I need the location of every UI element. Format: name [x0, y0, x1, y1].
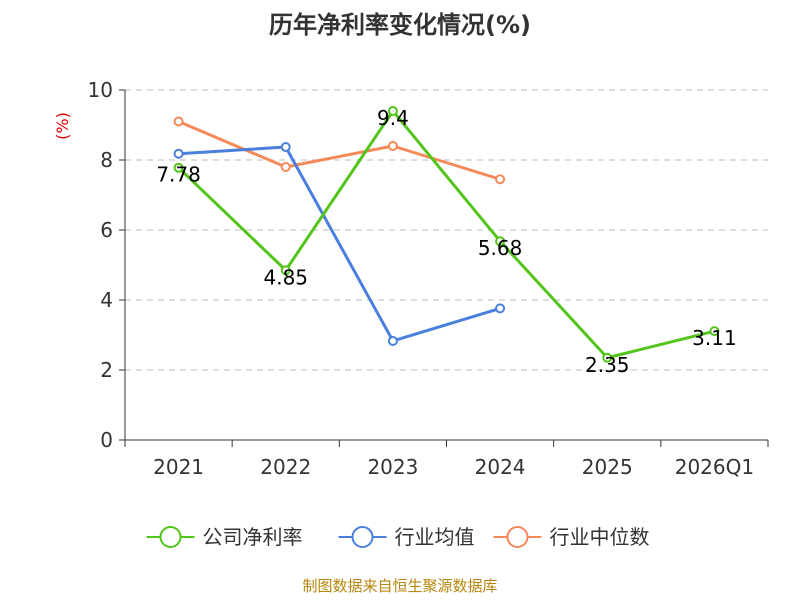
data-labels: 7.78 4.85 9.4 5.68 2.35 3.11	[156, 106, 736, 377]
chart-title: 历年净利率变化情况(%)	[269, 11, 531, 39]
data-point	[495, 236, 506, 247]
data-point	[280, 142, 291, 153]
x-tick-label: 2021	[153, 455, 204, 479]
data-point	[495, 174, 506, 185]
series-line-1	[178, 145, 501, 343]
legend-item-2[interactable]: 行业中位数	[493, 525, 650, 549]
x-tick-label: 2024	[475, 455, 526, 479]
y-tick-label: 8	[100, 148, 113, 172]
y-axis-label: (%)	[53, 112, 72, 140]
data-point	[280, 162, 291, 172]
y-tick-label: 4	[100, 288, 113, 312]
y-tick-label: 10	[88, 78, 113, 102]
y-tick-label: 6	[100, 218, 113, 242]
y-tick-label: 0	[100, 428, 113, 452]
data-point	[173, 162, 184, 173]
y-tick-label: 2	[100, 358, 113, 382]
data-point	[602, 352, 613, 363]
x-tick-label: 2022	[260, 455, 311, 479]
legend: 公司净利率 行业均值 行业中位数	[146, 525, 650, 549]
data-point	[173, 148, 184, 159]
data-point	[709, 326, 720, 337]
legend-item-1[interactable]: 行业均值	[338, 525, 475, 549]
series-line-0	[177, 109, 715, 360]
axes: 0 2 4 6 8 10 2021 2022 2023 2024 2025 2026Q1	[88, 78, 769, 479]
legend-label: 行业中位数	[550, 525, 650, 549]
grid-lines	[125, 89, 768, 371]
x-tick-label: 2026Q1	[675, 455, 754, 479]
data-point	[387, 106, 398, 116]
legend-swatch-marker	[159, 526, 182, 548]
data-label: 9.4	[377, 106, 409, 130]
data-label: 7.78	[156, 163, 201, 187]
data-point	[387, 335, 398, 346]
series-line-2	[177, 120, 501, 181]
data-point	[495, 303, 506, 314]
legend-swatch-marker	[506, 526, 529, 548]
x-tick-label: 2025	[582, 455, 633, 479]
legend-label: 行业均值	[395, 525, 475, 549]
data-label: 3.11	[692, 326, 737, 350]
data-label: 4.85	[263, 265, 308, 289]
source-note: 制图数据来自恒生聚源数据库	[302, 577, 497, 595]
data-point	[173, 116, 184, 127]
data-label: 2.35	[585, 353, 630, 377]
data-label: 5.68	[478, 236, 523, 260]
x-tick-label: 2023	[367, 455, 418, 479]
legend-swatch-marker	[351, 526, 374, 548]
data-point	[280, 265, 291, 276]
legend-item-0[interactable]: 公司净利率	[146, 525, 303, 549]
data-point	[387, 141, 398, 151]
legend-label: 公司净利率	[203, 525, 303, 549]
series-layer	[173, 106, 720, 363]
